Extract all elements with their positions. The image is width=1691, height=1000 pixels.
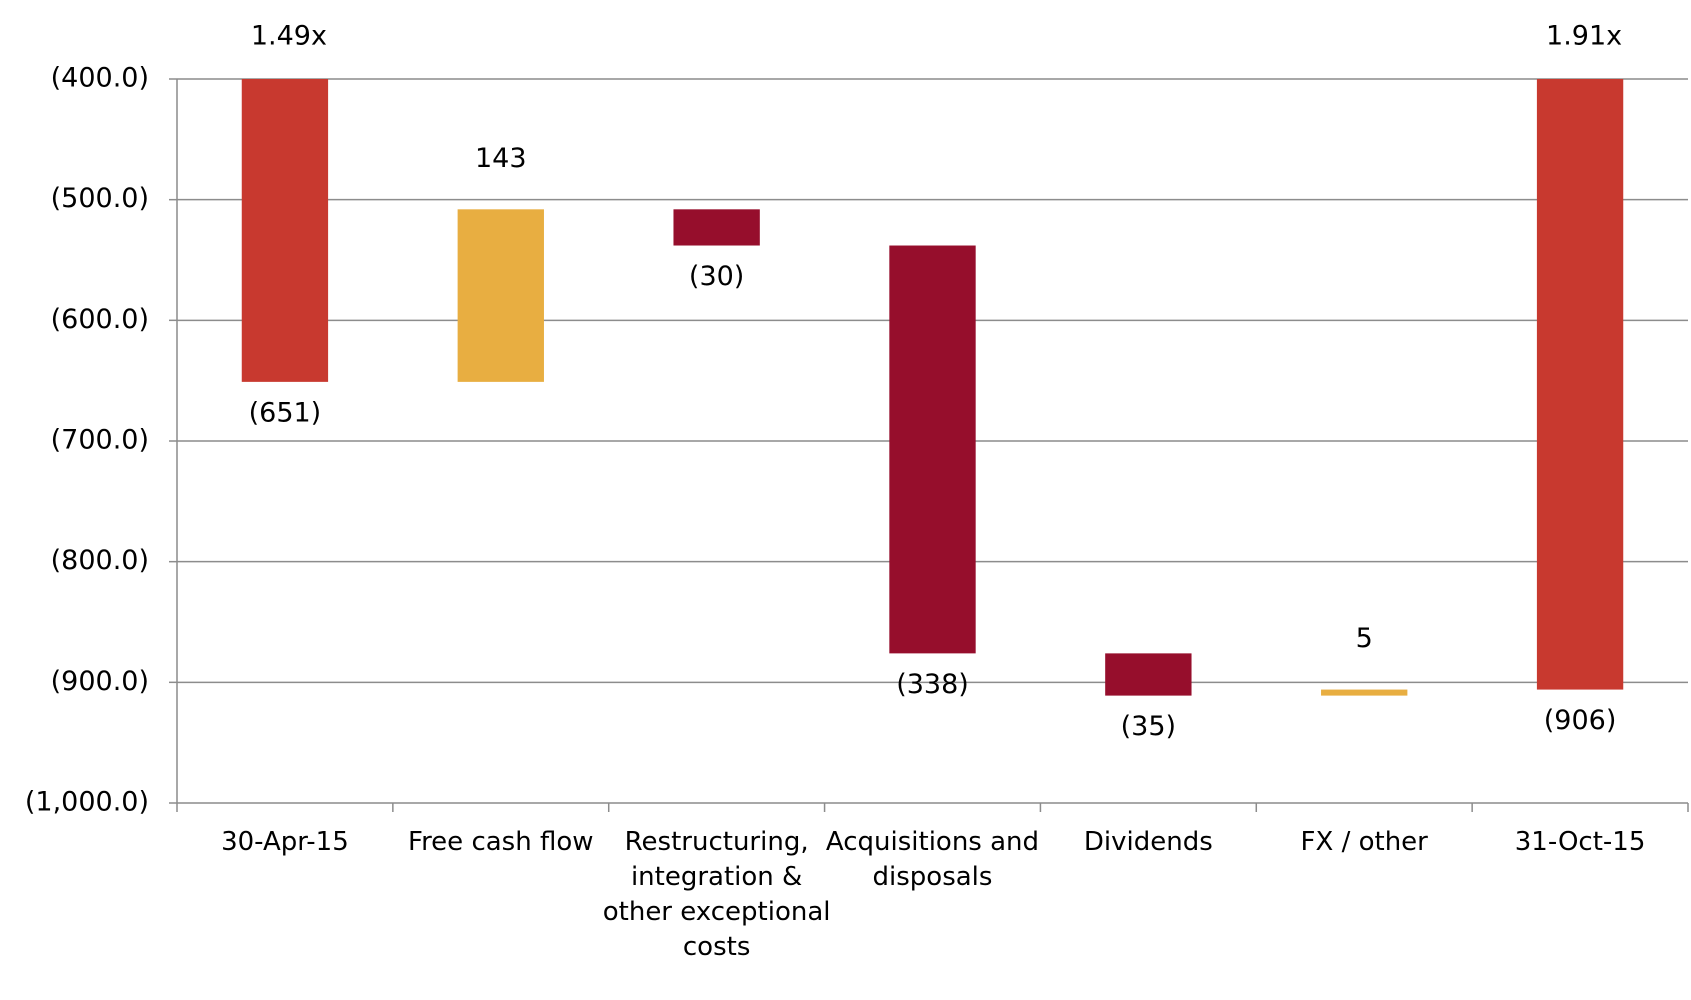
value-label: 5: [1356, 623, 1373, 654]
value-label: (30): [689, 261, 744, 292]
y-tick-label: (800.0): [51, 545, 149, 576]
value-label: 143: [475, 143, 527, 174]
y-tick-label: (700.0): [51, 425, 149, 456]
value-label: (35): [1121, 711, 1176, 742]
x-tick-label: Free cash flow: [408, 827, 594, 857]
bar: [673, 209, 760, 246]
x-tick-label: Dividends: [1083, 827, 1213, 857]
y-tick-label: (900.0): [51, 666, 149, 697]
bar: [1321, 689, 1408, 696]
bar: [1536, 79, 1624, 690]
bar: [1105, 653, 1192, 696]
value-label: (651): [249, 397, 322, 428]
x-tick-label: 30-Apr-15: [221, 827, 349, 857]
x-tick-label: Acquisitions and disposals: [825, 827, 1040, 892]
bar: [889, 245, 976, 654]
bar: [241, 79, 329, 382]
annotation: 1.49x: [251, 21, 327, 52]
x-tick-label: Restructuring, integration & other excep…: [602, 827, 831, 962]
x-tick-label: 31-Oct-15: [1514, 827, 1646, 857]
value-label: (906): [1544, 705, 1617, 736]
x-tick-label: FX / other: [1300, 827, 1428, 857]
y-tick-label: (1,000.0): [25, 787, 149, 818]
y-tick-label: (500.0): [51, 183, 149, 214]
value-label: (338): [896, 669, 969, 700]
y-tick-label: (400.0): [51, 63, 149, 94]
bar: [457, 209, 544, 382]
annotation: 1.91x: [1546, 21, 1622, 52]
y-tick-label: (600.0): [51, 304, 149, 335]
